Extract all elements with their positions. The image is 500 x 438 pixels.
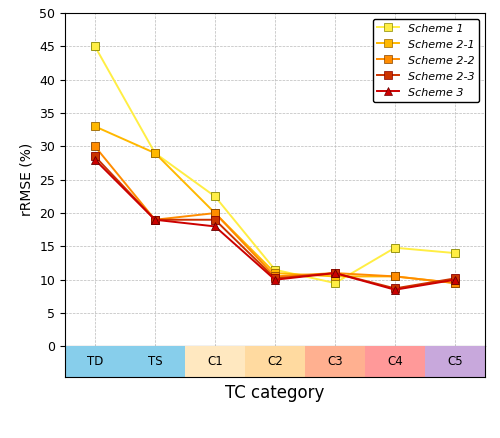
Bar: [185, 346, 245, 377]
Text: C5: C5: [447, 355, 463, 368]
Text: C1: C1: [207, 355, 223, 368]
Bar: [245, 346, 305, 377]
Text: C3: C3: [327, 355, 343, 368]
Text: TD: TD: [87, 355, 103, 368]
Bar: [365, 346, 425, 377]
Bar: [425, 346, 485, 377]
Legend: Scheme 1, Scheme 2-1, Scheme 2-2, Scheme 2-3, Scheme 3: Scheme 1, Scheme 2-1, Scheme 2-2, Scheme…: [373, 19, 480, 102]
Text: C4: C4: [387, 355, 403, 368]
Bar: [65, 346, 125, 377]
Text: C2: C2: [267, 355, 283, 368]
Y-axis label: rRMSE (%): rRMSE (%): [20, 143, 34, 216]
Bar: [125, 346, 185, 377]
X-axis label: TC category: TC category: [226, 384, 324, 402]
Bar: [305, 346, 365, 377]
Text: TS: TS: [148, 355, 162, 368]
